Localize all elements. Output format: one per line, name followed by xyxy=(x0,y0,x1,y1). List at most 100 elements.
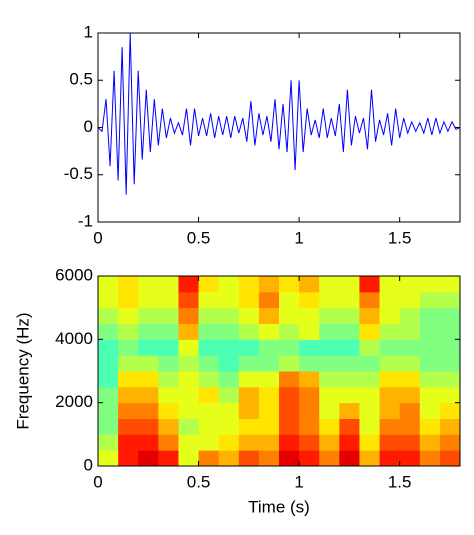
spectrogram-cell xyxy=(299,402,320,419)
spectrogram-cell xyxy=(138,323,159,340)
spectrogram-cell xyxy=(198,434,220,451)
spectrogram-cell xyxy=(319,434,340,451)
spectrogram-cell xyxy=(419,434,441,451)
spectrogram-cell xyxy=(158,355,179,372)
y-tick-label: 6000 xyxy=(55,265,93,284)
spectrogram-cell xyxy=(138,339,159,356)
spectrogram-cell xyxy=(158,418,179,435)
spectrogram-cell xyxy=(198,402,220,419)
y-axis-label: Frequency (Hz) xyxy=(13,312,32,429)
spectrogram-cell xyxy=(399,291,421,309)
spectrogram-cell xyxy=(379,323,401,340)
spectrogram-cell xyxy=(439,291,461,309)
y-tick-label: 2000 xyxy=(55,392,93,411)
spectrogram-cell xyxy=(319,291,340,309)
spectrogram-cell xyxy=(138,450,159,467)
spectrogram-cell xyxy=(258,450,280,467)
spectrogram-cell xyxy=(399,450,421,467)
spectrogram-cell xyxy=(98,450,119,467)
spectrogram-cell xyxy=(218,307,240,324)
spectrogram-cell xyxy=(178,418,200,435)
spectrogram-cell xyxy=(158,386,179,404)
spectrogram-cell xyxy=(218,323,240,340)
spectrogram-cell xyxy=(439,276,461,293)
spectrogram-cell xyxy=(198,323,220,340)
spectrogram-cell xyxy=(118,307,139,324)
spectrogram-cell xyxy=(258,355,280,372)
spectrogram-cell xyxy=(379,450,401,467)
spectrogram-cell xyxy=(198,450,220,467)
spectrogram-cell xyxy=(279,291,300,309)
spectrogram-cell xyxy=(319,355,340,372)
spectrogram-cell xyxy=(399,323,421,340)
spectrogram-cell xyxy=(218,291,240,309)
spectrogram-cell xyxy=(439,339,461,356)
spectrogram-cell xyxy=(339,434,360,451)
spectrogram-cell xyxy=(439,307,461,324)
spectrogram-cell xyxy=(299,434,320,451)
spectrogram-cell xyxy=(299,339,320,356)
spectrogram-cell xyxy=(178,434,200,451)
spectrogram-cell xyxy=(138,386,159,404)
spectrogram-cell xyxy=(98,418,119,435)
spectrogram-cell xyxy=(98,355,119,372)
spectrogram-cell xyxy=(419,276,441,293)
spectrogram-cell xyxy=(379,402,401,419)
spectrogram-cell xyxy=(339,339,360,356)
y-tick-label: 0.5 xyxy=(69,70,93,89)
spectrogram-cell xyxy=(198,418,220,435)
y-tick-label: 0 xyxy=(84,117,93,136)
spectrogram-cell xyxy=(399,307,421,324)
spectrogram-cell xyxy=(359,323,381,340)
spectrogram-cell xyxy=(319,450,340,467)
spectrogram-cell xyxy=(419,371,441,388)
spectrogram-cell xyxy=(359,418,381,435)
spectrogram-cell xyxy=(198,276,220,293)
spectrogram-cell xyxy=(379,276,401,293)
spectrogram-cell xyxy=(98,323,119,340)
spectrogram-cell xyxy=(138,355,159,372)
spectrogram-cell xyxy=(138,418,159,435)
spectrogram-cell xyxy=(198,339,220,356)
y-tick-label: -0.5 xyxy=(64,164,93,183)
spectrogram-cell xyxy=(138,276,159,293)
spectrogram-cell xyxy=(279,339,300,356)
y-tick-label: 1 xyxy=(84,22,93,41)
spectrogram-cell xyxy=(258,339,280,356)
spectrogram-cell xyxy=(319,339,340,356)
spectrogram-cell xyxy=(319,418,340,435)
spectrogram-cell xyxy=(218,450,240,467)
spectrogram-cell xyxy=(439,402,461,419)
spectrogram-cell xyxy=(439,450,461,467)
spectrogram-cell xyxy=(419,339,441,356)
spectrogram-cell xyxy=(218,276,240,293)
spectrogram-cell xyxy=(319,402,340,419)
spectrogram-cell xyxy=(178,339,200,356)
spectrogram-cell xyxy=(218,418,240,435)
spectrogram-cell xyxy=(118,323,139,340)
spectrogram-cell xyxy=(218,402,240,419)
spectrogram-cell xyxy=(138,434,159,451)
spectrogram-cell xyxy=(218,386,240,404)
spectrogram-cell xyxy=(279,434,300,451)
spectrogram-cell xyxy=(279,371,300,388)
spectrogram-cell xyxy=(198,386,220,404)
spectrogram-cell xyxy=(158,434,179,451)
spectrogram-cell xyxy=(299,386,320,404)
spectrogram-cell xyxy=(299,307,320,324)
spectrogram-cell xyxy=(198,355,220,372)
y-tick-label: 4000 xyxy=(55,329,93,348)
spectrogram-cell xyxy=(379,339,401,356)
spectrogram-cell xyxy=(258,371,280,388)
spectrogram-cell xyxy=(178,355,200,372)
spectrogram-cell xyxy=(339,450,360,467)
spectrogram-cell xyxy=(299,355,320,372)
spectrogram-cell xyxy=(118,291,139,309)
x-tick-label: 0 xyxy=(93,228,102,247)
spectrogram-cell xyxy=(198,307,220,324)
spectrogram-cell xyxy=(279,307,300,324)
spectrogram-cell xyxy=(439,386,461,404)
spectrogram-cell xyxy=(379,291,401,309)
spectrogram-cell xyxy=(98,386,119,404)
